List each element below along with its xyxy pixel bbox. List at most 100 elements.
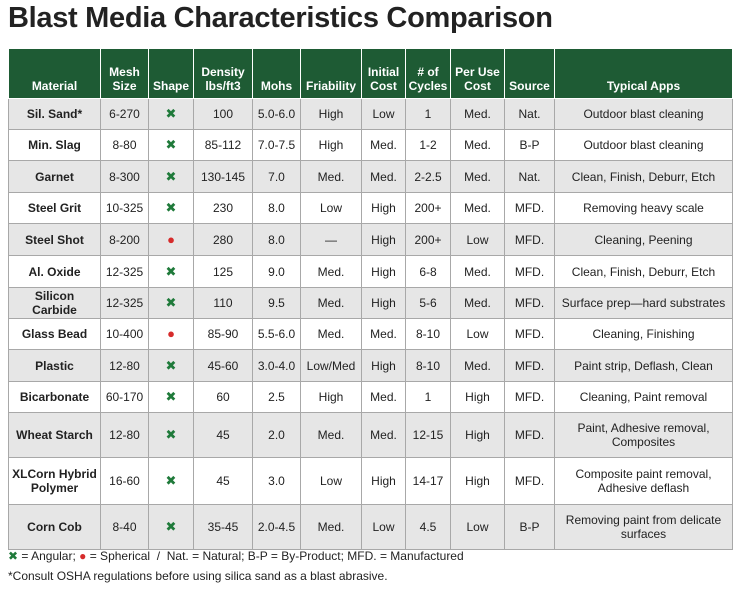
table-cell: Med.	[300, 160, 362, 193]
legend-text: = Spherical / Nat. = Natural; B-P = By-P…	[89, 549, 464, 563]
table-row: Corn Cob 8-40 ✖ 35-45 2.0-4.5 Med. Low 4.5 Low B-…	[8, 504, 733, 550]
table-cell: 12-15	[405, 412, 451, 458]
table-cell: 2.0-4.5	[252, 504, 301, 550]
table-cell: 60	[193, 381, 253, 413]
column-header: Source	[504, 48, 555, 99]
table-cell: 35-45	[193, 504, 253, 550]
table-cell: MFD.	[504, 381, 555, 413]
table-cell: Outdoor blast cleaning	[554, 129, 733, 161]
table-cell: Paint, Adhesive removal, Composites	[554, 412, 733, 458]
table-cell: Med.	[450, 192, 505, 224]
column-header: Material	[8, 48, 101, 99]
table-cell: 8-300	[100, 160, 149, 193]
table-row: Bicarbonate 60-170 ✖ 60 2.5 High Med. 1 High MFD.…	[8, 381, 733, 413]
table-cell: 8-80	[100, 129, 149, 161]
table-cell: High	[300, 98, 362, 130]
table-cell: Med.	[300, 412, 362, 458]
table-cell: 85-112	[193, 129, 253, 161]
table-cell: MFD.	[504, 412, 555, 458]
table-cell: High	[361, 287, 406, 319]
table-cell: 130-145	[193, 160, 253, 193]
table-cell: 230	[193, 192, 253, 224]
shape-icon: ●	[148, 223, 194, 256]
table-cell: MFD.	[504, 287, 555, 319]
material-cell: Garnet	[8, 160, 101, 193]
table-row: Al. Oxide 12-325 ✖ 125 9.0 Med. High 6-8 Med. MFD…	[8, 255, 733, 288]
material-cell: Glass Bead	[8, 318, 101, 350]
table-cell: 2-2.5	[405, 160, 451, 193]
table-cell: Low	[300, 192, 362, 224]
table-row: Silicon Carbide 12-325 ✖ 110 9.5 Med. High 5-6 M…	[8, 287, 733, 319]
column-header: Per Use Cost	[450, 48, 505, 99]
table-row: Steel Shot 8-200 ● 280 8.0— High 200+ Low MFD. Cl…	[8, 223, 733, 256]
table-cell: Composite paint removal, Adhesive deflas…	[554, 457, 733, 505]
table-cell: High	[361, 223, 406, 256]
table-cell: High	[361, 349, 406, 382]
table-cell: 110	[193, 287, 253, 319]
table-cell: MFD.	[504, 255, 555, 288]
column-header: Shape	[148, 48, 194, 99]
shape-icon: ✖	[148, 287, 194, 319]
table-cell: 12-325	[100, 255, 149, 288]
table-cell: 12-80	[100, 412, 149, 458]
table-cell: Med.	[450, 349, 505, 382]
table-cell: High	[300, 381, 362, 413]
table-cell: 45-60	[193, 349, 253, 382]
table-cell: High	[361, 457, 406, 505]
table-cell: 100	[193, 98, 253, 130]
table-cell: MFD.	[504, 192, 555, 224]
spherical-icon: ●	[79, 549, 87, 563]
table-cell: Med.	[300, 318, 362, 350]
table-cell: Clean, Finish, Deburr, Etch	[554, 160, 733, 193]
table-cell: MFD.	[504, 223, 555, 256]
table-cell: 45	[193, 412, 253, 458]
column-header: Typical Apps	[554, 48, 733, 99]
table-cell: 10-325	[100, 192, 149, 224]
shape-icon: ✖	[148, 192, 194, 224]
table-row: Glass Bead 10-400 ● 85-90 5.5-6.0 Med. Med. 8-1…	[8, 318, 733, 350]
angular-icon: ✖	[8, 549, 19, 563]
table-cell: 8-200	[100, 223, 149, 256]
table-body: Sil. Sand* 6-270 ✖ 100 5.0-6.0 High Low 1 Med. Na…	[8, 98, 733, 550]
table-cell: Cleaning, Finishing	[554, 318, 733, 350]
table-cell: 8-10	[405, 318, 451, 350]
shape-icon: ✖	[148, 349, 194, 382]
table-cell: Low	[450, 223, 505, 256]
legend: ✖ = Angular; ● = Spherical / Nat. = Natu…	[8, 549, 464, 563]
table-cell: 60-170	[100, 381, 149, 413]
material-cell: Steel Shot	[8, 223, 101, 256]
table-cell: 1	[405, 381, 451, 413]
table-cell: 2.0	[252, 412, 301, 458]
table-cell: 7.0	[252, 160, 301, 193]
table-cell: 12-80	[100, 349, 149, 382]
table-cell: 85-90	[193, 318, 253, 350]
table-cell: Med.	[361, 412, 406, 458]
material-cell: Silicon Carbide	[8, 287, 101, 319]
legend-text: = Angular;	[21, 549, 76, 563]
table-cell: High	[300, 129, 362, 161]
table-cell: 200+	[405, 223, 451, 256]
table-cell: 9.0	[252, 255, 301, 288]
table-cell: 8.0	[252, 223, 301, 256]
table-cell: Paint strip, Deflash, Clean	[554, 349, 733, 382]
table-cell: 1	[405, 98, 451, 130]
table-row: Min. Slag 8-80 ✖ 85-112 7.0-7.5 High Med. 1-2 Me…	[8, 129, 733, 161]
material-cell: Min. Slag	[8, 129, 101, 161]
table-row: Sil. Sand* 6-270 ✖ 100 5.0-6.0 High Low 1 Med. Na…	[8, 98, 733, 130]
table-cell: 4.5	[405, 504, 451, 550]
table-cell: Med.	[361, 129, 406, 161]
table-cell: B-P	[504, 129, 555, 161]
table-cell: 3.0-4.0	[252, 349, 301, 382]
material-cell: Wheat Starch	[8, 412, 101, 458]
table-row: Steel Grit 10-325 ✖ 230 8.0 Low High 200+ Med. MF…	[8, 192, 733, 224]
table-cell: Nat.	[504, 98, 555, 130]
table-cell: High	[450, 412, 505, 458]
table-cell: High	[450, 457, 505, 505]
table-cell: Low	[361, 504, 406, 550]
table-cell: 5.0-6.0	[252, 98, 301, 130]
shape-icon: ✖	[148, 129, 194, 161]
table-cell: Low	[450, 318, 505, 350]
table-cell: Removing paint from delicate surfaces	[554, 504, 733, 550]
table-cell: Nat.	[504, 160, 555, 193]
